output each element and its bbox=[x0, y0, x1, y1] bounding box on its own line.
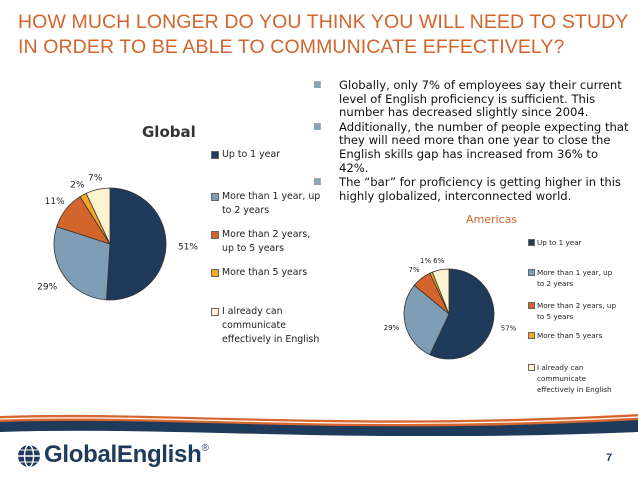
bullet-list: ■ Globally, only 7% of employees say thei… bbox=[311, 78, 631, 204]
pie-data-label: 2% bbox=[70, 180, 85, 190]
bullet-item: ■ The “bar” for proficiency is getting hi… bbox=[311, 175, 631, 203]
legend-swatch bbox=[211, 308, 219, 316]
pie-slice bbox=[431, 268, 450, 315]
bullet-text: Additionally, the number of people expec… bbox=[339, 119, 629, 175]
legend-swatch bbox=[211, 193, 219, 201]
logo-text: GlobalEnglish bbox=[44, 441, 202, 468]
legend-swatch bbox=[528, 239, 535, 246]
square-bullet-icon: ■ bbox=[313, 121, 322, 132]
slide-title-line-2: IN ORDER TO BE ABLE TO COMMUNICATE EFFEC… bbox=[18, 36, 565, 58]
slide-title: HOW MUCH LONGER DO YOU THINK YOU WILL NE… bbox=[18, 10, 628, 60]
americas-chart-title: Americas bbox=[466, 213, 518, 226]
legend-label: Up to 1 year bbox=[222, 149, 281, 160]
bullet-text: Globally, only 7% of employees say their… bbox=[339, 78, 622, 120]
legend-swatch bbox=[211, 231, 219, 239]
pie-slice bbox=[429, 268, 495, 360]
square-bullet-icon: ■ bbox=[313, 177, 322, 188]
legend-label: I already can communicate effectively in… bbox=[537, 363, 612, 394]
pie-slice bbox=[85, 187, 111, 245]
pie-data-label: 29% bbox=[384, 324, 400, 332]
legend-swatch bbox=[528, 302, 535, 309]
legend-label: More than 1 year, up to 2 years bbox=[537, 268, 613, 288]
pie-data-label: 1% bbox=[420, 257, 431, 265]
legend-label: Up to 1 year bbox=[537, 238, 582, 247]
globe-icon bbox=[18, 444, 40, 468]
pie-data-label: 11% bbox=[45, 197, 65, 207]
legend-label: More than 1 year, up to 2 years bbox=[222, 191, 321, 216]
pie-data-label: 6% bbox=[433, 257, 444, 265]
legend-label: More than 5 years bbox=[537, 331, 603, 340]
legend-label: More than 5 years bbox=[222, 267, 308, 278]
bullet-text: The “bar” for proficiency is getting hig… bbox=[339, 175, 621, 203]
legend-swatch bbox=[528, 364, 535, 371]
pie-data-label: 57% bbox=[501, 324, 517, 332]
legend-swatch bbox=[528, 269, 535, 276]
page-number: 7 bbox=[606, 452, 613, 464]
legend-label: I already can communicate effectively in… bbox=[222, 306, 320, 345]
legend-swatch bbox=[528, 332, 535, 339]
square-bullet-icon: ■ bbox=[313, 80, 322, 90]
pie-data-label: 7% bbox=[88, 174, 103, 184]
logo-registered-mark: ® bbox=[201, 443, 209, 454]
pie-slice bbox=[106, 187, 167, 301]
legend-label: More than 2 years, up to 5 years bbox=[537, 301, 617, 321]
bullet-item: ■ Additionally, the number of people expe… bbox=[311, 119, 631, 175]
pie-data-label: 51% bbox=[178, 242, 198, 252]
legend-label: More than 2 years, up to 5 years bbox=[222, 229, 311, 254]
pie-slice bbox=[53, 226, 111, 301]
global-chart-title: Global bbox=[142, 123, 196, 141]
footer-wave-band bbox=[0, 414, 638, 436]
pie-data-label: 7% bbox=[409, 266, 420, 274]
globalenglish-logo: GlobalEnglish® bbox=[44, 441, 209, 469]
bullet-item: ■ Globally, only 7% of employees say thei… bbox=[311, 78, 631, 120]
slide-title-line-1: HOW MUCH LONGER DO YOU THINK YOU WILL NE… bbox=[18, 11, 629, 33]
legend-swatch bbox=[211, 269, 219, 277]
pie-data-label: 29% bbox=[37, 283, 57, 293]
legend-swatch bbox=[211, 151, 219, 159]
pie-slice bbox=[403, 284, 450, 356]
